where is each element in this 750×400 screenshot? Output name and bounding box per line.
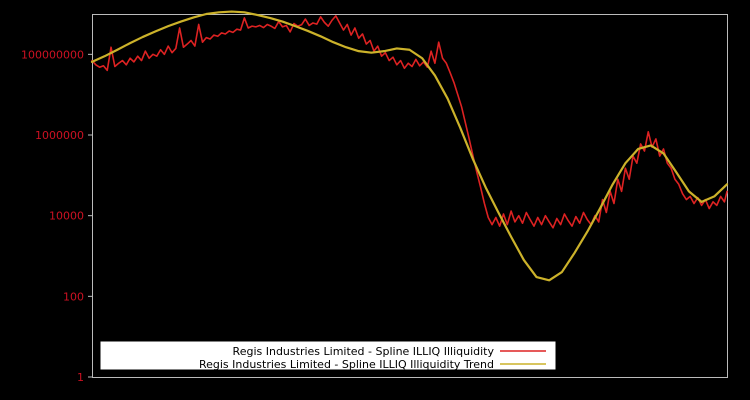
legend-box <box>99 340 557 371</box>
y-tick-label: 10000 <box>49 210 84 223</box>
y-tick-label: 100000000 <box>21 48 84 61</box>
legend-entry-label: Regis Industries Limited - Spline ILLIQ … <box>233 345 495 358</box>
series-line-illiquidity <box>91 15 728 229</box>
plot-area-frame <box>92 14 728 378</box>
series-line-illiquidity-trend <box>90 10 729 282</box>
y-axis-ticks <box>88 53 92 378</box>
y-tick-label: 1000000 <box>35 129 84 142</box>
y-tick-label: 1 <box>77 371 84 384</box>
y-tick-label: 100 <box>63 290 84 303</box>
legend-entry-label: Regis Industries Limited - Spline ILLIQ … <box>199 358 494 371</box>
chart-legend[interactable]: Regis Industries Limited - Spline ILLIQ … <box>99 340 557 371</box>
data-series-group <box>90 10 729 282</box>
plot-axes <box>92 14 728 378</box>
y-axis-tick-labels: 1 100 10000 1000000 100000000 <box>21 48 84 384</box>
